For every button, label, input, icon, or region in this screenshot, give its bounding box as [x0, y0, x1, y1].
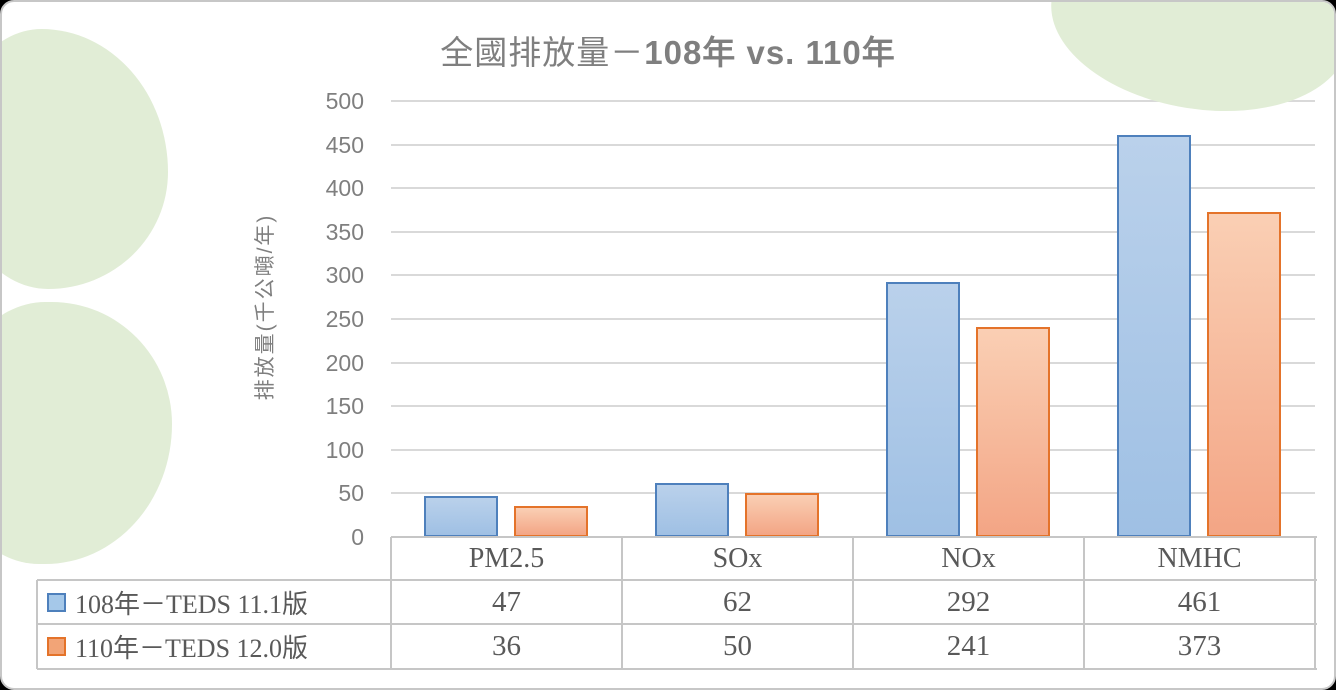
- y-tick-label: 350: [325, 218, 364, 245]
- category-header-pm2.5: PM2.5: [468, 542, 545, 574]
- bar-series1-nox: [886, 282, 960, 537]
- y-tick-label: 150: [325, 393, 364, 420]
- y-tick-label: 450: [325, 131, 364, 158]
- y-tick-label: 0: [351, 524, 364, 550]
- value-cell-series1-nmhc: 461: [1177, 585, 1222, 618]
- gridline: [391, 318, 1315, 320]
- category-header-nox: NOx: [941, 542, 996, 574]
- table-border-line: [1083, 537, 1085, 669]
- decor-blob-mid-left: [2, 302, 172, 564]
- y-tick-label: 400: [325, 175, 364, 202]
- gridline: [391, 361, 1315, 364]
- legend-swatch-series2: [47, 637, 66, 656]
- bar-series2-nmhc: [1207, 211, 1281, 537]
- legend-label-series2: 110年－TEDS 12.0版: [75, 634, 309, 663]
- y-tick-label: 250: [325, 306, 364, 332]
- category-header-sox: SOx: [712, 542, 763, 574]
- chart-title: 全國排放量－108年 vs. 110年: [2, 26, 1334, 74]
- legend-item-series1: 108年－TEDS 11.1版: [37, 580, 391, 624]
- table-border-line: [1314, 537, 1316, 669]
- y-tick-label: 500: [325, 88, 364, 114]
- gridline: [391, 274, 1315, 277]
- table-border-line: [37, 668, 1317, 670]
- gridline: [391, 143, 1315, 146]
- bar-series1-sox: [655, 482, 729, 537]
- bar-series2-pm2.5: [514, 505, 588, 537]
- chart-title-regular: 全國排放量－: [440, 34, 645, 71]
- table-border-line: [852, 537, 854, 669]
- y-axis-title: 排放量(千公噸/年): [254, 213, 277, 401]
- value-cell-series1-nox: 292: [946, 585, 991, 618]
- value-cell-series1-pm2.5: 47: [492, 585, 521, 618]
- table-border-line: [37, 579, 1317, 581]
- bar-series1-nmhc: [1117, 135, 1191, 537]
- gridline: [391, 100, 1315, 102]
- legend-item-series2: 110年－TEDS 12.0版: [37, 624, 391, 669]
- category-header-nmhc: NMHC: [1157, 542, 1242, 574]
- value-cell-series2-pm2.5: 36: [492, 630, 521, 662]
- legend-label-series1: 108年－TEDS 11.1版: [75, 589, 309, 619]
- table-border-line: [37, 623, 1317, 625]
- value-cell-series2-nmhc: 373: [1177, 630, 1222, 662]
- gridline: [391, 448, 1315, 451]
- bar-series2-nox: [976, 326, 1050, 537]
- gridline: [391, 187, 1315, 190]
- y-tick-label: 50: [338, 480, 364, 507]
- gridline: [391, 405, 1315, 408]
- table-border-line: [36, 580, 38, 669]
- value-cell-series2-nox: 241: [946, 630, 991, 662]
- y-tick-label: 100: [325, 436, 364, 463]
- value-cell-series1-sox: 62: [723, 585, 752, 618]
- table-border-line: [621, 537, 623, 669]
- bar-series1-pm2.5: [424, 496, 498, 537]
- legend-swatch-series1: [47, 592, 66, 612]
- gridline: [391, 230, 1315, 233]
- y-tick-label: 200: [325, 349, 364, 376]
- table-border-line: [390, 537, 392, 669]
- chart-title-bold: 108年 vs. 110年: [644, 34, 896, 71]
- y-tick-label: 300: [325, 262, 364, 289]
- table-border-line: [391, 536, 1317, 538]
- bar-series2-sox: [745, 493, 819, 537]
- gridline: [391, 492, 1315, 495]
- value-cell-series2-sox: 50: [723, 630, 752, 662]
